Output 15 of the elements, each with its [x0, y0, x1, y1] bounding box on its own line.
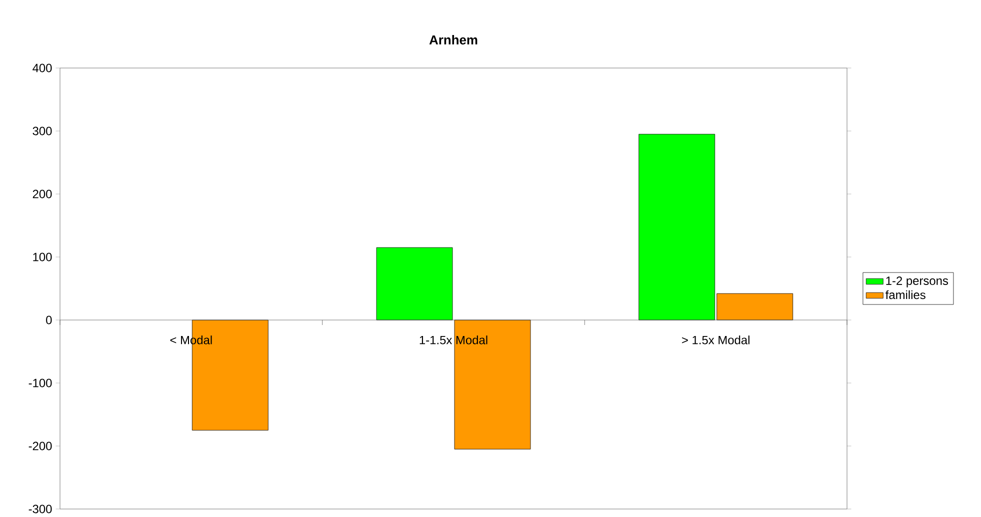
x-tick-label: > 1.5x Modal [682, 336, 750, 344]
y-tick-label: 400 [32, 64, 52, 72]
y-tick-label: -100 [28, 378, 52, 388]
y-tick-label: -300 [28, 504, 52, 514]
bar [376, 247, 453, 320]
x-tick-label: 1-1.5x Modal [420, 336, 488, 344]
legend-label: families [886, 290, 926, 300]
chart-title: Arnhem [429, 34, 478, 44]
y-tick-label: 200 [32, 190, 52, 198]
y-tick-label: 100 [33, 252, 52, 262]
y-tick-label: -200 [28, 442, 52, 450]
legend-label: 1-2 persons [886, 276, 948, 288]
y-tick-label: 300 [32, 126, 52, 136]
bar [454, 320, 531, 450]
y-tick-label: 0 [46, 316, 52, 324]
